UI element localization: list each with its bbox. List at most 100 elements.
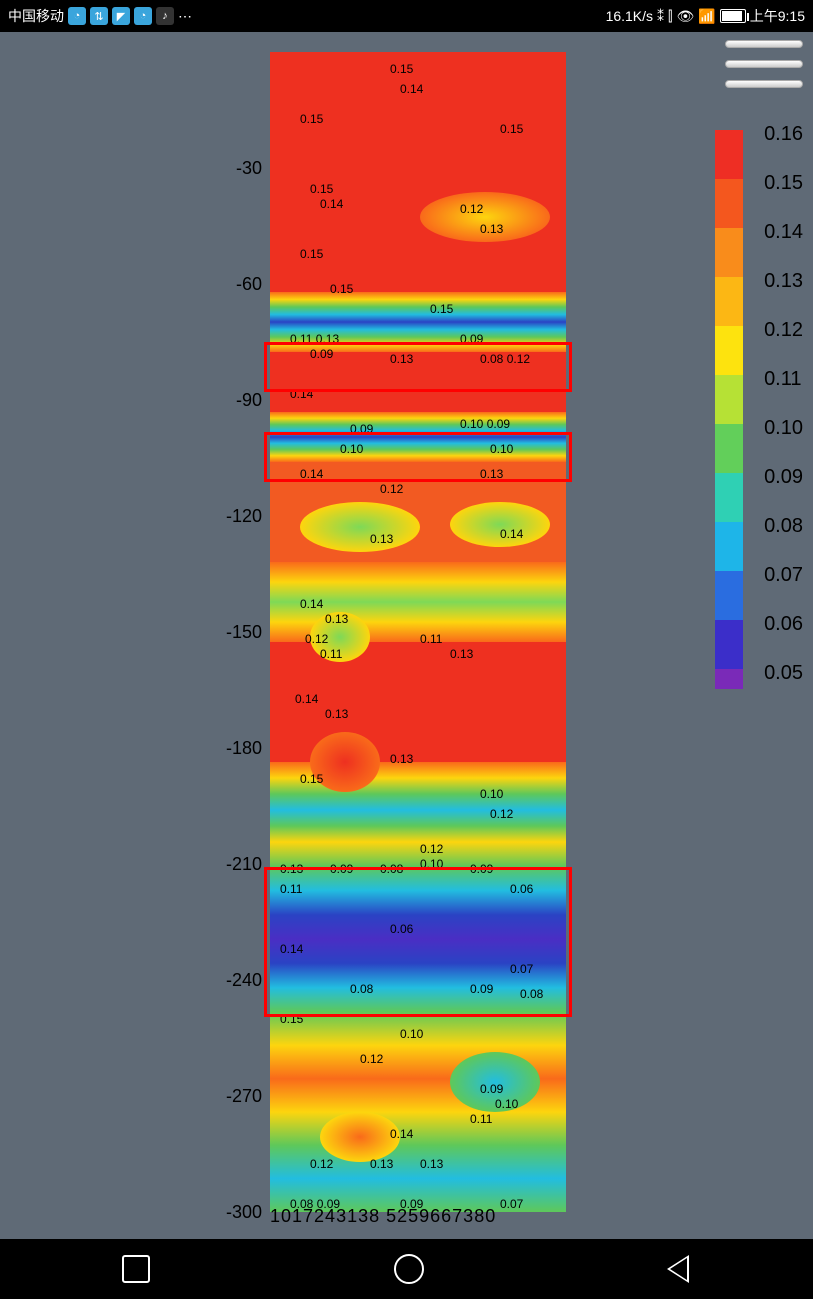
heatmap-band: [270, 1012, 566, 1212]
y-tick-label: -30: [212, 158, 262, 179]
plot-area[interactable]: -30 -60 -90 -120 -150 -180 -210 -240 -270 -300 0.…: [0, 32, 813, 1239]
y-tick-label: -60: [212, 274, 262, 295]
contour-label: 0.15: [390, 62, 413, 76]
contour-label: 0.15: [310, 182, 333, 196]
y-tick-label: -120: [212, 506, 262, 527]
highlight-box: [264, 432, 572, 482]
status-icon-4: ◔: [134, 7, 152, 25]
colorbar-tick-label: 0.07: [764, 569, 803, 618]
contour-label: 0.12: [310, 1157, 333, 1171]
contour-label: 0.12: [360, 1052, 383, 1066]
colorbar-segment: [715, 473, 743, 522]
colorbar-tick-label: 0.14: [764, 226, 803, 275]
nav-bar: [0, 1239, 813, 1299]
y-tick-label: -300: [212, 1202, 262, 1223]
contour-label: 0.15: [500, 122, 523, 136]
colorbar-tick-label: 0.15: [764, 177, 803, 226]
contour-label: 0.14: [320, 197, 343, 211]
colorbar-tick-label: 0.11: [764, 373, 803, 422]
colorbar-labels: 0.160.150.140.130.120.110.100.090.080.07…: [764, 128, 803, 716]
contour-label: 0.13: [480, 222, 503, 236]
y-tick-label: -180: [212, 738, 262, 759]
highlight-box: [264, 867, 572, 1017]
status-icon-2: ⇅: [90, 7, 108, 25]
battery-icon: [720, 9, 746, 23]
bluetooth-icon: ⁑: [657, 8, 664, 25]
colorbar-segment: [715, 522, 743, 571]
carrier-label: 中国移动: [8, 6, 64, 26]
contour-label: 0.12: [460, 202, 483, 216]
colorbar-tick-label: 0.06: [764, 618, 803, 667]
contour-label: 0.12: [380, 482, 403, 496]
colorbar-segment: [715, 179, 743, 228]
eye-icon: 👁: [677, 8, 695, 25]
status-right: 16.1K/s ⁑ ⫿ 👁 📶 上午9:15: [606, 6, 805, 26]
nav-back-button[interactable]: [669, 1255, 691, 1283]
x-axis-labels: 1017243138 5259667380: [270, 1206, 496, 1227]
status-icon-1: ◔: [68, 7, 86, 25]
signal-icon: 📶: [698, 8, 715, 25]
colorbar-segment: [715, 277, 743, 326]
contour-label: 0.15: [430, 302, 453, 316]
y-tick-label: -240: [212, 970, 262, 991]
colorbar-tick-label: 0.08: [764, 520, 803, 569]
y-tick-label: -210: [212, 854, 262, 875]
contour-label: 0.13: [450, 647, 473, 661]
heatmap-blob: [320, 1112, 400, 1162]
contour-label: 0.11: [320, 647, 342, 661]
contour-label: 0.13: [390, 752, 413, 766]
colorbar-segment: [715, 326, 743, 375]
contour-label: 0.11: [470, 1112, 492, 1126]
contour-label: 0.15: [330, 282, 353, 296]
colorbar-segment: [715, 669, 743, 689]
y-tick-label: -150: [212, 622, 262, 643]
contour-label: 0.07: [500, 1197, 523, 1211]
contour-label: 0.15: [300, 772, 323, 786]
heatmap-blob: [300, 502, 420, 552]
contour-label: 0.11: [420, 632, 442, 646]
contour-label: 0.14: [500, 527, 523, 541]
colorbar-segment: [715, 130, 743, 179]
contour-label: 0.13: [370, 532, 393, 546]
colorbar-tick-label: 0.09: [764, 471, 803, 520]
contour-label: 0.15: [300, 112, 323, 126]
nav-recent-button[interactable]: [122, 1255, 150, 1283]
contour-label: 0.14: [400, 82, 423, 96]
contour-label: 0.10: [495, 1097, 518, 1111]
status-bar: 中国移动 ◔ ⇅ ◤ ◔ ♪ ⋯ 16.1K/s ⁑ ⫿ 👁 📶 上午9:15: [0, 0, 813, 32]
nav-home-button[interactable]: [394, 1254, 424, 1284]
contour-label: 0.14: [390, 1127, 413, 1141]
contour-label: 0.09: [480, 1082, 503, 1096]
colorbar-segment: [715, 375, 743, 424]
contour-label: 0.13: [420, 1157, 443, 1171]
speed-label: 16.1K/s: [606, 8, 653, 24]
status-icon-3: ◤: [112, 7, 130, 25]
colorbar-segment: [715, 228, 743, 277]
colorbar-segment: [715, 571, 743, 620]
contour-label: 0.12: [305, 632, 328, 646]
contour-label: 0.15: [300, 247, 323, 261]
contour-label: 0.12: [420, 842, 443, 856]
colorbar-segment: [715, 620, 743, 669]
contour-label: 0.14: [295, 692, 318, 706]
contour-label: 0.13: [370, 1157, 393, 1171]
status-more-icon: ⋯: [178, 8, 192, 25]
contour-label: 0.13: [325, 612, 348, 626]
y-tick-label: -270: [212, 1086, 262, 1107]
contour-label: 0.12: [490, 807, 513, 821]
vibrate-icon: ⫿: [668, 8, 672, 25]
colorbar-tick-label: 0.13: [764, 275, 803, 324]
status-left: 中国移动 ◔ ⇅ ◤ ◔ ♪ ⋯: [8, 6, 192, 26]
colorbar-tick-label: 0.12: [764, 324, 803, 373]
colorbar-segment: [715, 424, 743, 473]
colorbar-tick-label: 0.10: [764, 422, 803, 471]
time-label: 上午9:15: [750, 6, 805, 26]
highlight-box: [264, 342, 572, 392]
contour-label: 0.10 0.09: [460, 417, 510, 431]
contour-label: 0.10: [400, 1027, 423, 1041]
y-tick-label: -90: [212, 390, 262, 411]
contour-label: 0.13: [325, 707, 348, 721]
heatmap[interactable]: 0.150.140.150.150.150.140.120.130.150.15…: [270, 52, 566, 1212]
status-icon-5: ♪: [156, 7, 174, 25]
colorbar: [715, 130, 743, 689]
